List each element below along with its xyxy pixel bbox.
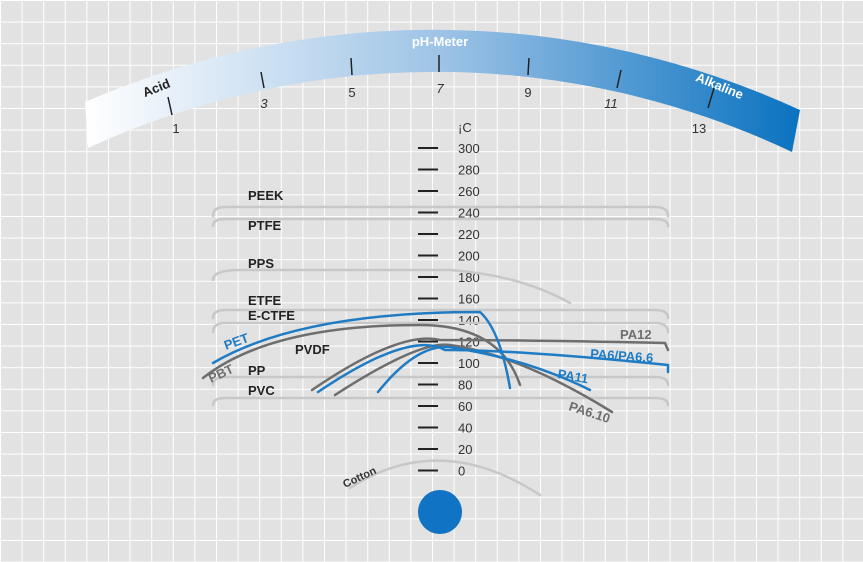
material-label: PA11 xyxy=(556,366,589,386)
tick-label: 300 xyxy=(458,141,480,156)
ph-label: 11 xyxy=(604,96,618,111)
material-label: ETFE xyxy=(248,293,282,308)
tick-label: 220 xyxy=(458,227,480,242)
material-label: PP xyxy=(248,363,266,378)
curves xyxy=(201,205,670,497)
ph-ticks xyxy=(167,55,715,116)
material-label: PVDF xyxy=(295,342,330,357)
tick-label: 100 xyxy=(458,356,480,371)
material-label: PPS xyxy=(248,256,274,271)
ph-label: 9 xyxy=(524,85,531,100)
ph-label: 7 xyxy=(436,81,444,96)
tick-label: 120 xyxy=(458,335,480,350)
temperature-scale: 3002802602402202001801601401201008060402… xyxy=(418,141,480,479)
ph-label: 1 xyxy=(172,121,179,136)
tick-label: 260 xyxy=(458,184,480,199)
ph-label: 13 xyxy=(692,121,706,136)
tick-label: 160 xyxy=(458,292,480,307)
tick-label: 40 xyxy=(458,421,472,436)
unit: ¡C xyxy=(458,120,472,135)
material-label: PA12 xyxy=(620,327,652,342)
tick-label: 140 xyxy=(458,313,480,328)
tick-label: 60 xyxy=(458,399,472,414)
ph-label: 5 xyxy=(348,85,355,100)
tick-label: 80 xyxy=(458,378,472,393)
material-label: PTFE xyxy=(248,218,282,233)
tick-label: 0 xyxy=(458,464,465,479)
ph-title: pH-Meter xyxy=(412,34,468,49)
tick-label: 20 xyxy=(458,442,472,457)
material-label: E-CTFE xyxy=(248,308,295,323)
thermometer-bulb xyxy=(418,490,462,534)
tick-label: 240 xyxy=(458,206,480,221)
tick-label: 200 xyxy=(458,249,480,264)
tick-label: 280 xyxy=(458,163,480,178)
ph-band xyxy=(85,29,800,152)
material-label: PEEK xyxy=(248,188,284,203)
ph-label: 3 xyxy=(260,96,268,111)
material-label: PA6/PA6.6 xyxy=(590,346,654,365)
material-label: PVC xyxy=(248,383,275,398)
